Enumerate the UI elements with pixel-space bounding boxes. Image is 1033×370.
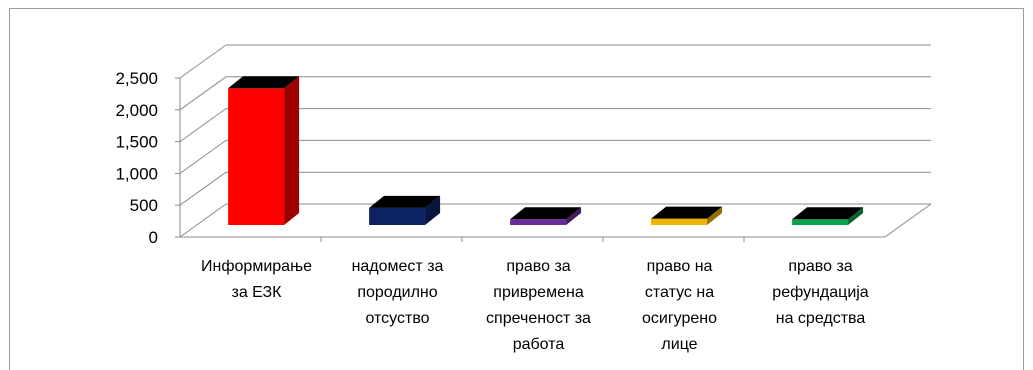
- bar-4-top: [651, 206, 723, 219]
- side-wall-gridline: [179, 139, 227, 174]
- y-tick-label: 500: [130, 196, 158, 215]
- bar-1-side: [284, 76, 300, 225]
- floor-right-edge: [884, 203, 932, 238]
- x-category-label-line: рефундација: [772, 284, 869, 301]
- x-category-label-line: статус на: [645, 284, 714, 301]
- bar-5-side: [848, 207, 864, 225]
- y-tick-label: 1,500: [115, 133, 158, 152]
- x-category-label-line: осигурено: [642, 310, 717, 327]
- x-category-label-line: лице: [661, 336, 697, 353]
- bar-2-front: [369, 207, 426, 225]
- y-tick-label: 2,000: [115, 101, 158, 120]
- x-category-label-line: отсуство: [365, 310, 429, 327]
- side-wall-gridline: [179, 203, 227, 238]
- y-tick-label: 1,000: [115, 164, 158, 183]
- x-category-label-line: право на: [647, 258, 713, 275]
- y-tick-label: 0: [149, 228, 158, 247]
- x-category-label: право за рефундација на средства: [772, 258, 869, 327]
- bar-1-front: [228, 88, 285, 225]
- x-category-label-line: надомест за: [352, 258, 444, 275]
- x-category-label-line: Информирање: [201, 258, 312, 275]
- x-category-label-line: за ЕЗК: [232, 284, 283, 301]
- bar-3-front: [510, 219, 567, 225]
- side-wall-gridline: [179, 76, 227, 111]
- side-wall-gridline: [179, 44, 227, 79]
- x-category-label-line: на средства: [776, 310, 866, 327]
- x-category-label-line: право за: [506, 258, 570, 275]
- x-category-label: Информирање за ЕЗК: [201, 258, 312, 301]
- bar-4-side: [707, 206, 723, 225]
- side-wall-gridline: [179, 171, 227, 206]
- bar-5-top: [792, 207, 864, 220]
- y-tick-label: 2,500: [115, 69, 158, 88]
- bar-2-side: [425, 195, 441, 225]
- x-category-label-line: привремена: [493, 284, 584, 301]
- bar-1-top: [228, 76, 300, 89]
- side-wall-gridline: [179, 108, 227, 143]
- x-category-label-line: породилно: [357, 284, 437, 301]
- bar-2-top: [369, 195, 441, 208]
- bar-3-side: [566, 207, 582, 225]
- x-category-label-line: работа: [513, 336, 565, 353]
- x-category-label: право за привремена спреченост за работа: [486, 258, 591, 353]
- x-category-label: надомест за породилно отсуство: [352, 258, 444, 327]
- bar-4-front: [651, 218, 708, 225]
- x-category-label: право на статус на осигурено лице: [642, 258, 717, 353]
- x-category-label-line: право за: [788, 258, 852, 275]
- chart-frame: [9, 8, 1024, 370]
- bar-3-top: [510, 207, 582, 220]
- bar-5-front: [792, 219, 849, 225]
- x-category-label-line: спреченост за: [486, 310, 591, 327]
